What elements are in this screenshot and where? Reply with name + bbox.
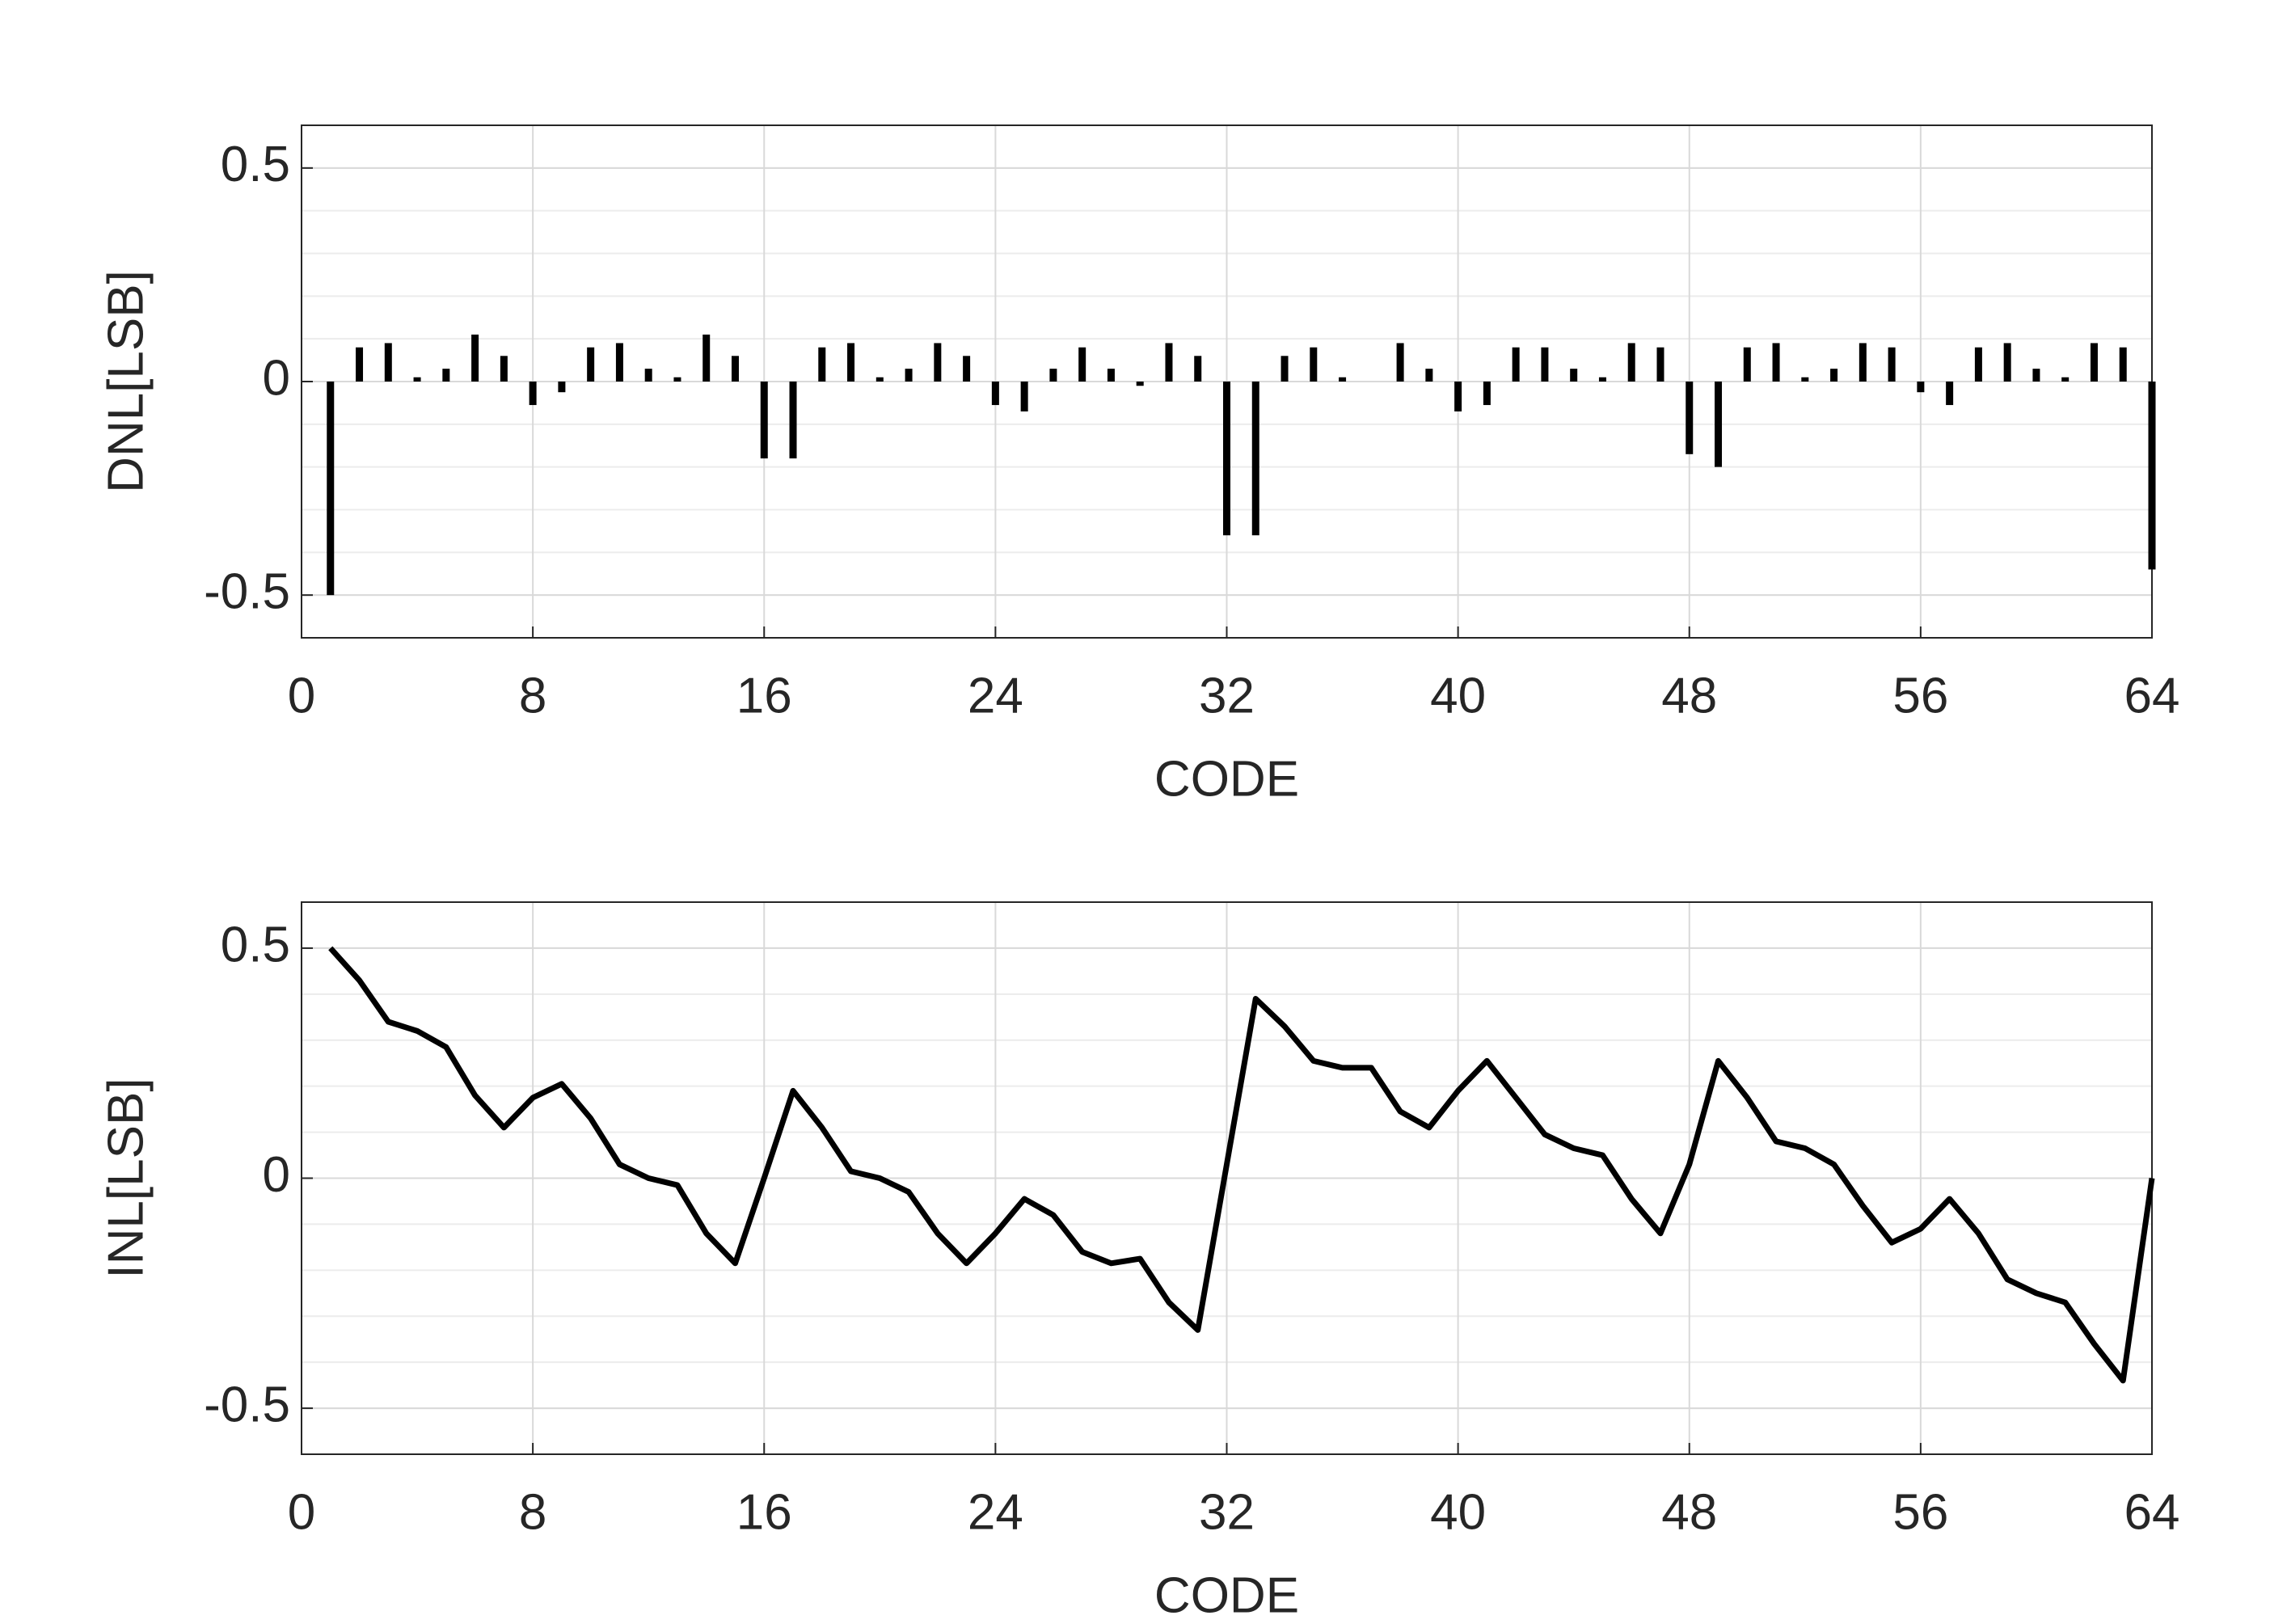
bar bbox=[413, 377, 421, 382]
bar bbox=[1859, 343, 1867, 382]
bar bbox=[789, 382, 797, 459]
bar bbox=[2003, 343, 2011, 382]
bar bbox=[356, 347, 364, 382]
bar bbox=[1974, 347, 1982, 382]
bar bbox=[1223, 382, 1230, 536]
x-tick-label: 64 bbox=[2124, 1484, 2180, 1540]
bar bbox=[1020, 382, 1028, 411]
y-axis-label: INL[LSB] bbox=[98, 1078, 154, 1278]
bar bbox=[1251, 382, 1259, 536]
bar bbox=[1946, 382, 1954, 406]
bar bbox=[1136, 382, 1144, 386]
x-tick-label: 0 bbox=[288, 668, 315, 723]
x-tick-label: 0 bbox=[288, 1484, 315, 1540]
bar bbox=[1454, 382, 1462, 411]
x-tick-label: 24 bbox=[968, 668, 1023, 723]
y-axis-label: DNL[LSB] bbox=[98, 270, 154, 493]
bar bbox=[644, 369, 652, 382]
bar bbox=[1107, 369, 1115, 382]
bar bbox=[2148, 382, 2156, 570]
x-tick-label: 40 bbox=[1430, 1484, 1486, 1540]
y-tick-label: -0.5 bbox=[204, 564, 290, 620]
bar bbox=[673, 377, 681, 382]
bar bbox=[1078, 347, 1086, 382]
bar bbox=[847, 343, 855, 382]
bar bbox=[1281, 356, 1289, 382]
bar bbox=[875, 377, 884, 382]
bar bbox=[1339, 377, 1347, 382]
y-tick-label: -0.5 bbox=[204, 1377, 290, 1432]
bar bbox=[471, 334, 479, 382]
x-tick-label: 56 bbox=[1892, 1484, 1948, 1540]
bar bbox=[818, 347, 826, 382]
bar bbox=[442, 369, 450, 382]
bar bbox=[1570, 369, 1578, 382]
bar bbox=[2061, 377, 2069, 382]
y-tick-label: 0 bbox=[263, 350, 290, 406]
x-tick-label: 48 bbox=[1661, 668, 1717, 723]
bar bbox=[934, 343, 942, 382]
bar bbox=[500, 356, 508, 382]
bar bbox=[1396, 343, 1404, 382]
y-tick-label: 0 bbox=[263, 1147, 290, 1203]
bar bbox=[963, 356, 971, 382]
bar bbox=[1483, 382, 1491, 406]
bar bbox=[702, 334, 711, 382]
bar bbox=[1598, 377, 1606, 382]
inl-line bbox=[328, 946, 2155, 1384]
bar bbox=[760, 382, 768, 459]
x-tick-label: 32 bbox=[1199, 668, 1255, 723]
bar bbox=[1686, 382, 1694, 454]
x-axis-label: CODE bbox=[1154, 751, 1299, 807]
x-tick-label: 64 bbox=[2124, 668, 2180, 723]
bar bbox=[384, 343, 392, 382]
bar bbox=[1888, 347, 1896, 382]
bar bbox=[327, 382, 335, 596]
bar bbox=[1801, 377, 1809, 382]
x-tick-label: 24 bbox=[968, 1484, 1023, 1540]
x-tick-label: 48 bbox=[1661, 1484, 1717, 1540]
bar bbox=[587, 347, 595, 382]
y-tick-label: 0.5 bbox=[221, 137, 290, 192]
x-tick-label: 16 bbox=[736, 668, 792, 723]
bar bbox=[558, 382, 566, 393]
x-tick-label: 16 bbox=[736, 1484, 792, 1540]
bar bbox=[2090, 343, 2098, 382]
bar bbox=[1425, 369, 1433, 382]
bar bbox=[615, 343, 623, 382]
bar bbox=[2119, 347, 2127, 382]
bar bbox=[1917, 382, 1925, 393]
bar bbox=[991, 382, 999, 406]
bar bbox=[1830, 369, 1838, 382]
x-tick-label: 8 bbox=[519, 1484, 546, 1540]
x-tick-label: 40 bbox=[1430, 668, 1486, 723]
bar bbox=[2032, 369, 2040, 382]
bar bbox=[1715, 382, 1723, 467]
bar bbox=[905, 369, 913, 382]
bar bbox=[1656, 347, 1664, 382]
bar bbox=[731, 356, 739, 382]
bar bbox=[529, 382, 537, 406]
bar bbox=[1772, 343, 1780, 382]
x-tick-label: 32 bbox=[1199, 1484, 1255, 1540]
bar bbox=[1194, 356, 1202, 382]
bar bbox=[1165, 343, 1173, 382]
x-tick-label: 8 bbox=[519, 668, 546, 723]
bar bbox=[1049, 369, 1057, 382]
bar bbox=[1512, 347, 1520, 382]
bar bbox=[1627, 343, 1635, 382]
bar bbox=[1743, 347, 1751, 382]
bar bbox=[1541, 347, 1549, 382]
x-tick-label: 56 bbox=[1892, 668, 1948, 723]
bar bbox=[1310, 347, 1318, 382]
y-tick-label: 0.5 bbox=[221, 917, 290, 972]
x-axis-label: CODE bbox=[1154, 1567, 1299, 1623]
